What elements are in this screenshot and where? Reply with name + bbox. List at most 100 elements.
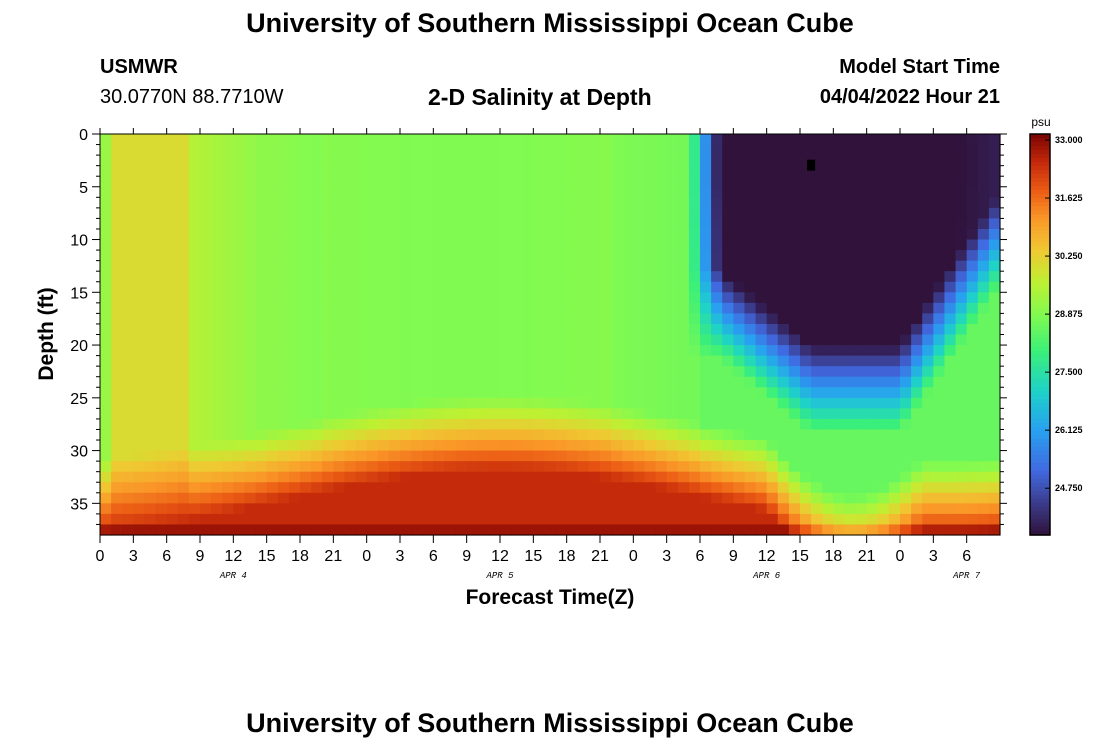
heatmap-cell xyxy=(611,524,623,536)
heatmap-cell xyxy=(433,197,446,209)
heatmap-cell xyxy=(166,366,179,378)
heatmap-cell xyxy=(922,144,934,156)
heatmap-cell xyxy=(333,207,346,220)
heatmap-cell xyxy=(322,461,334,473)
heatmap-cell xyxy=(911,482,923,494)
heatmap-cell xyxy=(344,524,357,536)
heatmap-cell xyxy=(255,345,268,357)
heatmap-cell xyxy=(788,281,801,293)
heatmap-cell xyxy=(411,134,423,146)
heatmap-cell xyxy=(411,418,423,431)
heatmap-cell xyxy=(300,387,312,399)
colorbar-tick-label: 33.000 xyxy=(1055,135,1083,145)
heatmap-cell xyxy=(666,144,679,156)
heatmap-cell xyxy=(266,197,279,209)
heatmap-cell xyxy=(611,429,623,441)
heatmap-cell xyxy=(477,228,490,241)
heatmap-cell xyxy=(633,271,646,283)
heatmap-cell xyxy=(366,323,379,336)
heatmap-cell xyxy=(211,429,223,441)
heatmap-cell xyxy=(377,355,390,367)
heatmap-cell xyxy=(288,376,301,388)
heatmap-cell xyxy=(477,323,490,336)
heatmap-cell xyxy=(844,302,857,314)
colorbar-segment xyxy=(1030,470,1050,476)
heatmap-cell xyxy=(555,134,568,146)
heatmap-cell xyxy=(488,323,501,336)
heatmap-cell xyxy=(622,302,634,314)
heatmap-cell xyxy=(944,440,957,452)
heatmap-cell xyxy=(566,524,579,536)
heatmap-cell xyxy=(855,408,868,420)
heatmap-cell xyxy=(455,323,468,336)
heatmap-cell xyxy=(655,334,668,346)
heatmap-cell xyxy=(755,366,768,378)
heatmap-cell xyxy=(266,218,279,230)
heatmap-cell xyxy=(266,207,279,220)
heatmap-cell xyxy=(300,323,312,336)
heatmap-cell xyxy=(288,429,301,441)
heatmap-cell xyxy=(955,524,968,536)
colorbar-segment xyxy=(1030,358,1050,364)
heatmap-cell xyxy=(911,418,923,431)
heatmap-cell xyxy=(977,260,990,272)
heatmap-cell xyxy=(677,334,690,346)
heatmap-cell xyxy=(333,482,346,494)
heatmap-cell xyxy=(888,207,901,220)
heatmap-cell xyxy=(111,408,123,420)
heatmap-cell xyxy=(100,440,112,452)
heatmap-cell xyxy=(277,197,290,209)
heatmap-cell xyxy=(311,450,323,462)
heatmap-cell xyxy=(833,281,846,293)
colorbar-segment xyxy=(1030,310,1050,316)
heatmap-cell xyxy=(488,302,501,314)
heatmap-cell xyxy=(944,429,957,441)
heatmap-cell xyxy=(866,228,879,241)
heatmap-cell xyxy=(488,408,501,420)
heatmap-cell xyxy=(166,482,179,494)
colorbar-segment xyxy=(1030,254,1050,259)
heatmap-cell xyxy=(233,323,246,336)
heatmap-cell xyxy=(522,186,534,198)
heatmap-cell xyxy=(444,482,457,494)
colorbar-segment xyxy=(1030,278,1050,283)
heatmap-cell xyxy=(155,207,168,220)
heatmap-cell xyxy=(533,450,546,462)
heatmap-cell xyxy=(400,207,412,220)
heatmap-cell xyxy=(688,155,701,167)
heatmap-cell xyxy=(111,345,123,357)
heatmap-cell xyxy=(733,313,746,325)
heatmap-cell xyxy=(888,471,901,483)
heatmap-cell xyxy=(700,440,712,452)
heatmap-cell xyxy=(311,134,323,146)
heatmap-cell xyxy=(344,144,357,156)
heatmap-cell xyxy=(644,134,657,146)
heatmap-cell xyxy=(644,429,657,441)
heatmap-cell xyxy=(533,292,546,304)
heatmap-cell xyxy=(844,176,857,188)
heatmap-cell xyxy=(588,482,601,494)
heatmap-cell xyxy=(111,165,123,177)
heatmap-cell xyxy=(933,334,946,346)
heatmap-cell xyxy=(533,197,546,209)
heatmap-cell xyxy=(922,134,934,146)
heatmap-cell xyxy=(811,418,823,431)
heatmap-cell xyxy=(588,461,601,473)
heatmap-cell xyxy=(833,176,846,188)
heatmap-cell xyxy=(944,492,957,504)
heatmap-cell xyxy=(388,387,401,399)
heatmap-cell xyxy=(533,281,546,293)
heatmap-cell xyxy=(222,513,234,526)
heatmap-cell xyxy=(733,207,746,220)
heatmap-cell xyxy=(100,482,112,494)
heatmap-cell xyxy=(700,313,712,325)
x-tick-label: 21 xyxy=(591,548,609,565)
heatmap-cell xyxy=(944,524,957,536)
heatmap-cell xyxy=(355,418,368,431)
heatmap-cell xyxy=(822,440,834,452)
heatmap-cell xyxy=(466,134,479,146)
heatmap-cell xyxy=(666,408,679,420)
page-title-top: University of Southern Mississippi Ocean… xyxy=(246,8,854,38)
heatmap-cell xyxy=(244,281,257,293)
heatmap-cell xyxy=(711,292,723,304)
